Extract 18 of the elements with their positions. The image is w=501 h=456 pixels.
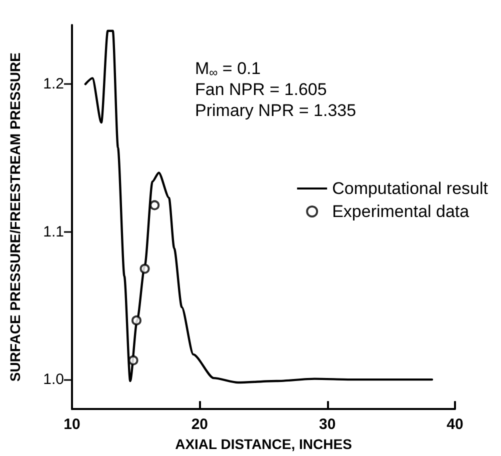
annotation: Fan NPR = 1.605 — [195, 80, 327, 99]
y-tick-label: 1.2 — [43, 76, 64, 93]
x-axis-title: AXIAL DISTANCE, INCHES — [175, 436, 352, 452]
x-tick-label: 10 — [64, 416, 80, 434]
y-axis-title: SURFACE PRESSURE/FREESTREAM PRESSURE — [7, 52, 23, 382]
x-tick-label: 20 — [191, 416, 208, 434]
annotation: Primary NPR = 1.335 — [195, 101, 356, 120]
x-tick-label: 40 — [446, 416, 464, 434]
point — [131, 315, 142, 326]
legend-label: Experimental data — [332, 202, 470, 221]
x-tick-label: 30 — [318, 416, 336, 434]
y-tick-label: 1.1 — [43, 223, 64, 240]
point — [128, 355, 138, 366]
legend-label: Computational result — [332, 179, 488, 198]
point — [140, 264, 150, 274]
annotation: M∞ = 0.1 — [195, 59, 261, 80]
y-tick-label: 1.0 — [43, 371, 64, 388]
point — [150, 200, 160, 210]
